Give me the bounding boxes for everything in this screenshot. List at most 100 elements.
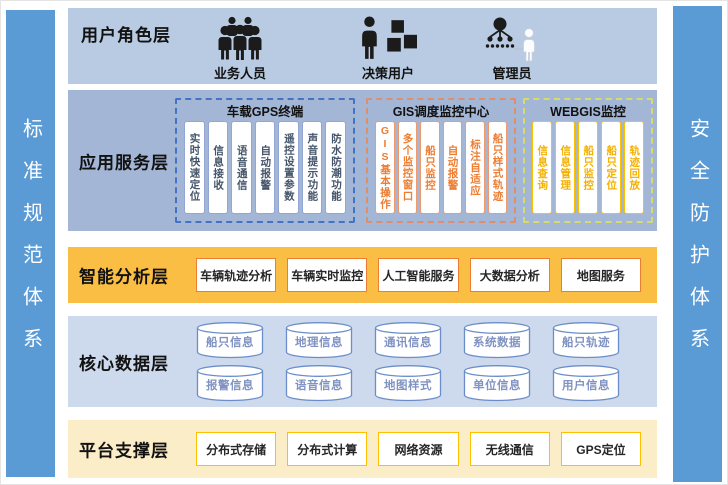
service-item: 船只定位 <box>601 121 621 214</box>
analysis-item: 大数据分析 <box>469 258 550 292</box>
group-gis-dispatch-title: GIS调度监控中心 <box>392 105 490 119</box>
data-cylinders: 船只信息 地理信息 通讯信息 系统数据 船只轨迹 <box>196 321 620 402</box>
cylinder-icon <box>552 322 620 359</box>
group-vehicle-gps-terminal: 车载GPS终端 实时快速定位 信息接收 语音通信 自动报警 遥控设置参数 声音提… <box>175 98 355 223</box>
security-pillar-label: 安全防护体系 <box>686 118 709 370</box>
cylinder-icon <box>285 322 353 359</box>
service-item: GIS基本操作 <box>375 121 395 214</box>
cylinder-icon <box>463 322 531 359</box>
user-business-staff-label: 业务人员 <box>213 66 266 81</box>
service-item-label: GIS基本操作 <box>379 125 391 210</box>
service-item: 自动报警 <box>254 121 276 214</box>
platform-item-label: 无线通信 <box>485 442 534 457</box>
analysis-item-label: 人工智能服务 <box>382 268 455 283</box>
service-item: 多个监控窗口 <box>397 121 417 214</box>
database-label: 船只轨迹 <box>562 337 610 349</box>
service-item: 遥控设置参数 <box>278 121 299 214</box>
analysis-item: 人工智能服务 <box>378 258 459 292</box>
service-item-label: 遥控设置参数 <box>282 133 295 202</box>
layer-user-role: 用户角色层 业务人员 决策用户 <box>68 8 657 84</box>
group-webgis-title: WEBGIS监控 <box>550 105 626 119</box>
layer-core-data: 核心数据层 船只信息 地理信息 通讯信息 系统数据 <box>68 316 657 407</box>
platform-item-label: 分布式存储 <box>206 442 267 457</box>
analysis-item: 地图服务 <box>560 258 642 292</box>
user-decision-maker: 决策用户 <box>340 16 436 82</box>
service-item-label: 实时快速定位 <box>188 133 201 202</box>
data-row-2: 报警信息 语音信息 地图样式 单位信息 用户信息 <box>196 364 620 402</box>
platform-item-label: 分布式计算 <box>297 442 358 457</box>
analysis-item: 车辆实时监控 <box>287 258 368 292</box>
service-item: 信息接收 <box>207 121 229 214</box>
layer-platform: 平台支撑层 分布式存储 分布式计算 网络资源 无线通信 GPS定位 <box>68 420 657 478</box>
service-item: 船只监控 <box>420 121 440 214</box>
analysis-item-label: 地图服务 <box>576 268 625 283</box>
database-cylinder: 船只轨迹 <box>552 321 620 359</box>
database-cylinder: 单位信息 <box>463 364 531 402</box>
group-vehicle-gps-title: 车载GPS终端 <box>226 105 304 119</box>
service-item-label: 防水防潮功能 <box>330 133 342 202</box>
service-item-label: 信息查询 <box>536 144 549 191</box>
database-label: 地图样式 <box>384 380 432 392</box>
layer-user-role-label: 用户角色层 <box>81 26 171 45</box>
platform-item: 无线通信 <box>469 432 550 466</box>
service-item: 自动报警 <box>442 121 462 214</box>
platform-item-label: 网络资源 <box>394 442 443 457</box>
service-item-label: 多个监控窗口 <box>401 133 414 202</box>
database-cylinder: 系统数据 <box>463 321 531 359</box>
service-item-label: 信息管理 <box>559 144 572 191</box>
service-item-label: 语音通信 <box>235 144 248 191</box>
service-item-label: 自动报警 <box>446 144 459 191</box>
service-item: 声音提示功能 <box>301 121 323 214</box>
user-business-staff: 业务人员 <box>192 16 288 82</box>
person-blocks-icon <box>361 16 418 59</box>
group-webgis-monitor: WEBGIS监控 信息查询 信息管理 船只监控 船只定位 轨迹回放 <box>523 98 653 223</box>
service-item-label: 自动报警 <box>259 144 272 191</box>
database-label: 船只信息 <box>206 337 254 349</box>
group-gis-dispatch-items: GIS基本操作 多个监控窗口 船只监控 自动报警 标注自适应 船只样式轨迹 <box>375 121 507 214</box>
admin-hierarchy-icon <box>485 17 535 62</box>
cylinder-icon <box>552 365 620 402</box>
service-item: 信息查询 <box>532 121 552 214</box>
layer-app-service-label: 应用服务层 <box>79 153 169 172</box>
service-item: 船只监控 <box>578 121 598 214</box>
cylinder-icon <box>463 365 531 402</box>
service-item-label: 船只定位 <box>605 144 618 191</box>
service-item-label: 轨迹回放 <box>628 144 641 191</box>
user-decision-maker-label: 决策用户 <box>361 66 414 81</box>
database-label: 地理信息 <box>295 337 343 349</box>
layer-app-service: 应用服务层 车载GPS终端 实时快速定位 信息接收 语音通信 自动报警 遥控设置… <box>68 90 657 231</box>
security-pillar: 安全防护体系 <box>673 6 722 482</box>
group-webgis-items: 信息查询 信息管理 船只监控 船只定位 轨迹回放 <box>532 121 644 214</box>
service-item: 标注自适应 <box>465 121 485 214</box>
analysis-item-label: 车辆轨迹分析 <box>200 268 273 283</box>
cylinder-icon <box>374 322 442 359</box>
service-item-label: 船只监控 <box>582 144 595 191</box>
platform-item: 网络资源 <box>378 432 459 466</box>
user-administrator: 管理员 <box>464 16 560 82</box>
service-item: 语音通信 <box>231 121 252 214</box>
layer-platform-label: 平台支撑层 <box>79 441 169 461</box>
database-label: 单位信息 <box>473 380 521 392</box>
standards-pillar: 标准规范体系 <box>6 10 55 477</box>
layer-analysis-label: 智能分析层 <box>79 267 169 287</box>
database-cylinder: 地图样式 <box>374 364 442 402</box>
platform-items: 分布式存储 分布式计算 网络资源 无线通信 GPS定位 <box>196 432 642 466</box>
database-label: 报警信息 <box>206 380 254 392</box>
user-administrator-label: 管理员 <box>492 66 532 81</box>
service-item-label: 标注自适应 <box>469 138 481 197</box>
database-label: 通讯信息 <box>384 337 432 349</box>
cylinder-icon <box>285 365 353 402</box>
data-row-1: 船只信息 地理信息 通讯信息 系统数据 船只轨迹 <box>196 321 620 359</box>
service-item-label: 声音提示功能 <box>306 133 319 202</box>
cylinder-icon <box>196 322 264 359</box>
analysis-item: 车辆轨迹分析 <box>196 258 277 292</box>
analysis-items: 车辆轨迹分析 车辆实时监控 人工智能服务 大数据分析 地图服务 <box>196 258 642 292</box>
service-item-label: 船只样式轨迹 <box>491 133 504 202</box>
database-cylinder: 通讯信息 <box>374 321 442 359</box>
service-item: 信息管理 <box>555 121 575 214</box>
service-item: 船只样式轨迹 <box>487 121 507 214</box>
layer-analysis: 智能分析层 车辆轨迹分析 车辆实时监控 人工智能服务 大数据分析 地图服务 <box>68 247 657 303</box>
database-cylinder: 用户信息 <box>552 364 620 402</box>
layer-core-data-label: 核心数据层 <box>79 354 169 373</box>
service-item: 轨迹回放 <box>624 121 644 214</box>
